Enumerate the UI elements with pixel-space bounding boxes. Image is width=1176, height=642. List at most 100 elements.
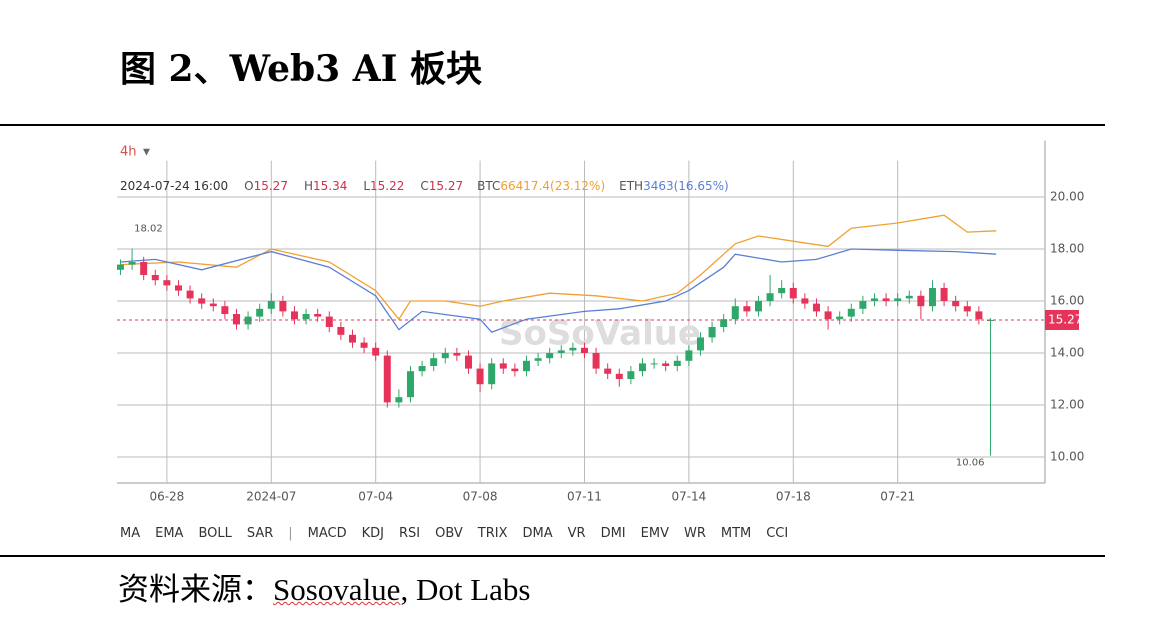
candle-body (604, 368, 612, 374)
time: 2024-07-24 16:00 (120, 179, 228, 193)
candle-body (209, 303, 217, 307)
indicator[interactable]: OBV (435, 526, 463, 541)
ohlc-value: 15.22 (370, 179, 404, 193)
line-series (120, 248, 997, 333)
x-tick-label: 07-21 (880, 490, 915, 504)
last-price-box (1045, 309, 1079, 330)
candle-body (615, 373, 623, 379)
x-tick-label: 07-14 (671, 490, 706, 504)
candle-body (267, 301, 275, 309)
x-tick-label: 07-11 (567, 490, 602, 504)
candle-body (372, 347, 380, 356)
candle-body (789, 288, 797, 299)
indicator[interactable]: DMI (600, 526, 626, 541)
y-tick-label: 14.00 (1050, 346, 1084, 360)
indicator[interactable]: DMA (522, 526, 553, 541)
indicator[interactable]: VR (567, 526, 586, 541)
candle-body (673, 360, 681, 366)
indicator-bar: MA EMA BOLL SAR | MACD KDJ RSI OBV TRIX DMA VR DMI EM… (120, 526, 788, 541)
candle-body (464, 355, 472, 369)
candle-body (778, 288, 786, 294)
legend-value: 66417.4(23.12%) (500, 179, 605, 193)
candle-body (708, 327, 716, 338)
indicator[interactable]: TRIX (477, 526, 508, 541)
candle-body (847, 308, 855, 317)
candle-body (406, 371, 414, 398)
candle-body (163, 280, 171, 286)
candle-body (337, 327, 345, 335)
source: 资料来源：Sosovalue, Dot Labs (118, 564, 530, 609)
title: 图 2、Web3 AI 板块 (120, 48, 483, 90)
x-tick-label: 2024-07 (246, 490, 296, 504)
ohlc-header: 2024-07-24 16:00 O15.27 H15.34 L15.22 C15.27… (120, 179, 729, 193)
candle-body (116, 264, 124, 270)
candle-body (476, 368, 484, 385)
candle-body (418, 366, 426, 372)
candle-body (198, 298, 206, 304)
candle-body (569, 347, 577, 351)
candle-body (453, 353, 461, 356)
indicator[interactable]: EMV (640, 526, 669, 541)
y-tick-label: 12.00 (1050, 398, 1084, 412)
rule (0, 124, 1105, 126)
candle-body (348, 334, 356, 343)
x-tick-label: 07-18 (776, 490, 811, 504)
candle-body (720, 319, 728, 327)
candle-body (836, 316, 844, 320)
candle-body (986, 319, 994, 321)
candle-body (522, 360, 530, 372)
candle-body (905, 295, 913, 299)
candle-body (441, 353, 449, 359)
candle-body (186, 290, 194, 299)
source-link: Sosovalue (273, 572, 401, 607)
indicator[interactable]: KDJ (361, 526, 385, 541)
ohlc-value: 15.34 (313, 179, 347, 193)
candle-body (534, 358, 542, 361)
candle-body (859, 301, 867, 309)
candle-body (766, 293, 774, 301)
candle-body (812, 303, 820, 312)
indicator[interactable]: WR (683, 526, 706, 541)
candle-body (546, 353, 554, 359)
candle-body (638, 363, 646, 372)
high-label: 18.02 (134, 223, 163, 234)
indicator[interactable]: BOLL (198, 526, 232, 541)
indicator[interactable]: MA (120, 526, 141, 541)
candle-body (917, 295, 925, 307)
indicator[interactable]: MACD (307, 526, 347, 541)
candle-body (627, 371, 635, 379)
candle-body (650, 363, 658, 365)
candle-body (952, 301, 960, 307)
ohlc-label: C (420, 179, 428, 193)
indicator[interactable]: RSI (399, 526, 421, 541)
ohlc-label: H (304, 179, 313, 193)
candle-body (279, 301, 287, 312)
candle-body (557, 350, 565, 353)
indicator[interactable]: MTM (720, 526, 752, 541)
candle-body (488, 363, 496, 385)
candle-body (499, 363, 507, 369)
candle-body (928, 288, 936, 307)
candle-body (511, 368, 519, 372)
interval-arrow: ▼ (143, 148, 150, 158)
ohlc-label: L (363, 179, 370, 193)
candle-body (975, 311, 983, 320)
candle-body (128, 262, 136, 265)
candle-body (870, 298, 878, 301)
legend-name: BTC (477, 179, 500, 193)
candle-body (743, 306, 751, 312)
indicator[interactable]: SAR (246, 526, 274, 541)
source-label: 资料来源： (118, 572, 273, 607)
indicator[interactable]: CCI (766, 526, 789, 541)
candle-body (151, 275, 159, 281)
candle-body (302, 314, 310, 320)
candle-body (801, 298, 809, 304)
candle-body (395, 397, 403, 403)
candle-body (430, 358, 438, 366)
candle-body (824, 311, 832, 320)
candle-body (696, 337, 704, 351)
x-tick-label: 06-28 (149, 490, 184, 504)
indicator[interactable]: EMA (155, 526, 184, 541)
rule (0, 555, 1105, 557)
